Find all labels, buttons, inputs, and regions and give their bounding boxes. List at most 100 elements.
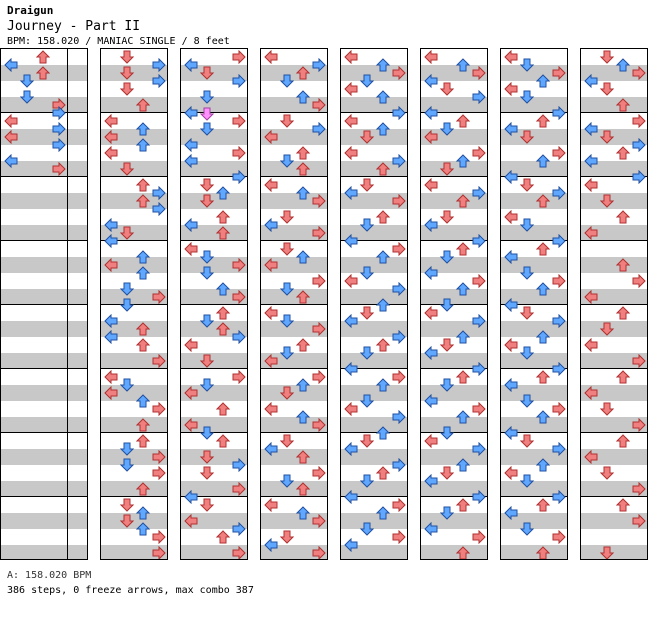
- right-arrow-icon: [312, 122, 326, 136]
- left-arrow-icon: [504, 338, 518, 352]
- right-arrow-icon: [632, 482, 646, 496]
- left-arrow-icon: [184, 490, 198, 504]
- right-arrow-icon: [392, 498, 406, 512]
- measure-line: [421, 304, 487, 305]
- down-arrow-icon: [520, 178, 534, 192]
- up-arrow-icon: [296, 290, 310, 304]
- measure-line: [261, 496, 327, 497]
- right-arrow-icon: [632, 274, 646, 288]
- left-arrow-icon: [184, 154, 198, 168]
- right-arrow-icon: [232, 370, 246, 384]
- right-arrow-icon: [632, 138, 646, 152]
- up-arrow-icon: [456, 58, 470, 72]
- up-arrow-icon: [296, 338, 310, 352]
- down-arrow-icon: [600, 402, 614, 416]
- footer-bpm: A: 158.020 BPM: [7, 570, 92, 581]
- down-arrow-icon: [440, 378, 454, 392]
- measure-line: [261, 304, 327, 305]
- up-arrow-icon: [296, 450, 310, 464]
- measure-line: [421, 496, 487, 497]
- down-arrow-icon: [600, 466, 614, 480]
- chart-column: [420, 48, 488, 560]
- left-arrow-icon: [504, 210, 518, 224]
- up-arrow-icon: [136, 194, 150, 208]
- up-arrow-icon: [36, 50, 50, 64]
- down-arrow-icon: [600, 130, 614, 144]
- right-arrow-icon: [312, 58, 326, 72]
- right-arrow-icon: [472, 490, 486, 504]
- down-arrow-icon: [600, 194, 614, 208]
- left-arrow-icon: [424, 266, 438, 280]
- down-arrow-icon: [520, 266, 534, 280]
- down-arrow-icon: [440, 466, 454, 480]
- measure-line: [181, 432, 247, 433]
- down-arrow-icon: [360, 218, 374, 232]
- up-arrow-icon: [536, 154, 550, 168]
- measure-line: [181, 240, 247, 241]
- up-arrow-icon: [376, 162, 390, 176]
- right-arrow-icon: [552, 186, 566, 200]
- right-arrow-icon: [232, 290, 246, 304]
- up-arrow-icon: [136, 178, 150, 192]
- left-arrow-icon: [584, 386, 598, 400]
- down-arrow-icon: [440, 506, 454, 520]
- left-arrow-icon: [104, 386, 118, 400]
- measure-line: [1, 496, 67, 497]
- chart-column: [500, 48, 568, 560]
- chart-column: [180, 48, 248, 560]
- down-arrow-icon: [280, 434, 294, 448]
- up-arrow-icon: [136, 522, 150, 536]
- up-arrow-icon: [136, 138, 150, 152]
- down-arrow-icon: [360, 522, 374, 536]
- chart-column: [100, 48, 168, 560]
- up-arrow-icon: [296, 410, 310, 424]
- left-arrow-icon: [264, 498, 278, 512]
- left-arrow-icon: [344, 538, 358, 552]
- chart-column: [340, 48, 408, 560]
- down-arrow-icon: [200, 354, 214, 368]
- down-arrow-icon: [600, 82, 614, 96]
- up-arrow-icon: [456, 546, 470, 559]
- left-arrow-icon: [584, 290, 598, 304]
- left-arrow-icon: [344, 274, 358, 288]
- measure-line: [101, 176, 167, 177]
- right-arrow-icon: [232, 146, 246, 160]
- up-arrow-icon: [296, 146, 310, 160]
- left-arrow-icon: [264, 178, 278, 192]
- right-arrow-icon: [52, 122, 66, 136]
- measure-line: [581, 432, 647, 433]
- up-arrow-icon: [536, 282, 550, 296]
- left-arrow-icon: [504, 82, 518, 96]
- up-arrow-icon: [456, 282, 470, 296]
- measure-line: [501, 432, 567, 433]
- right-arrow-icon: [232, 50, 246, 64]
- right-arrow-icon: [472, 66, 486, 80]
- right-arrow-icon: [552, 66, 566, 80]
- measure-line: [101, 496, 167, 497]
- right-arrow-icon: [52, 138, 66, 152]
- left-arrow-icon: [504, 122, 518, 136]
- right-arrow-icon: [552, 490, 566, 504]
- left-arrow-icon: [104, 218, 118, 232]
- right-arrow-icon: [392, 282, 406, 296]
- right-arrow-icon: [232, 458, 246, 472]
- left-arrow-icon: [344, 114, 358, 128]
- left-arrow-icon: [4, 58, 18, 72]
- measure-line: [341, 432, 407, 433]
- left-arrow-icon: [184, 418, 198, 432]
- down-arrow-icon: [280, 530, 294, 544]
- left-arrow-icon: [264, 306, 278, 320]
- measure-line: [421, 112, 487, 113]
- measure-line: [1, 240, 67, 241]
- right-arrow-icon: [472, 234, 486, 248]
- down-arrow-icon: [200, 450, 214, 464]
- measure-line: [421, 432, 487, 433]
- up-arrow-icon: [216, 186, 230, 200]
- right-arrow-icon: [552, 146, 566, 160]
- left-arrow-icon: [264, 538, 278, 552]
- measure-line: [581, 368, 647, 369]
- right-arrow-icon: [312, 194, 326, 208]
- down-arrow-icon: [120, 378, 134, 392]
- right-arrow-icon: [152, 450, 166, 464]
- left-arrow-icon: [184, 386, 198, 400]
